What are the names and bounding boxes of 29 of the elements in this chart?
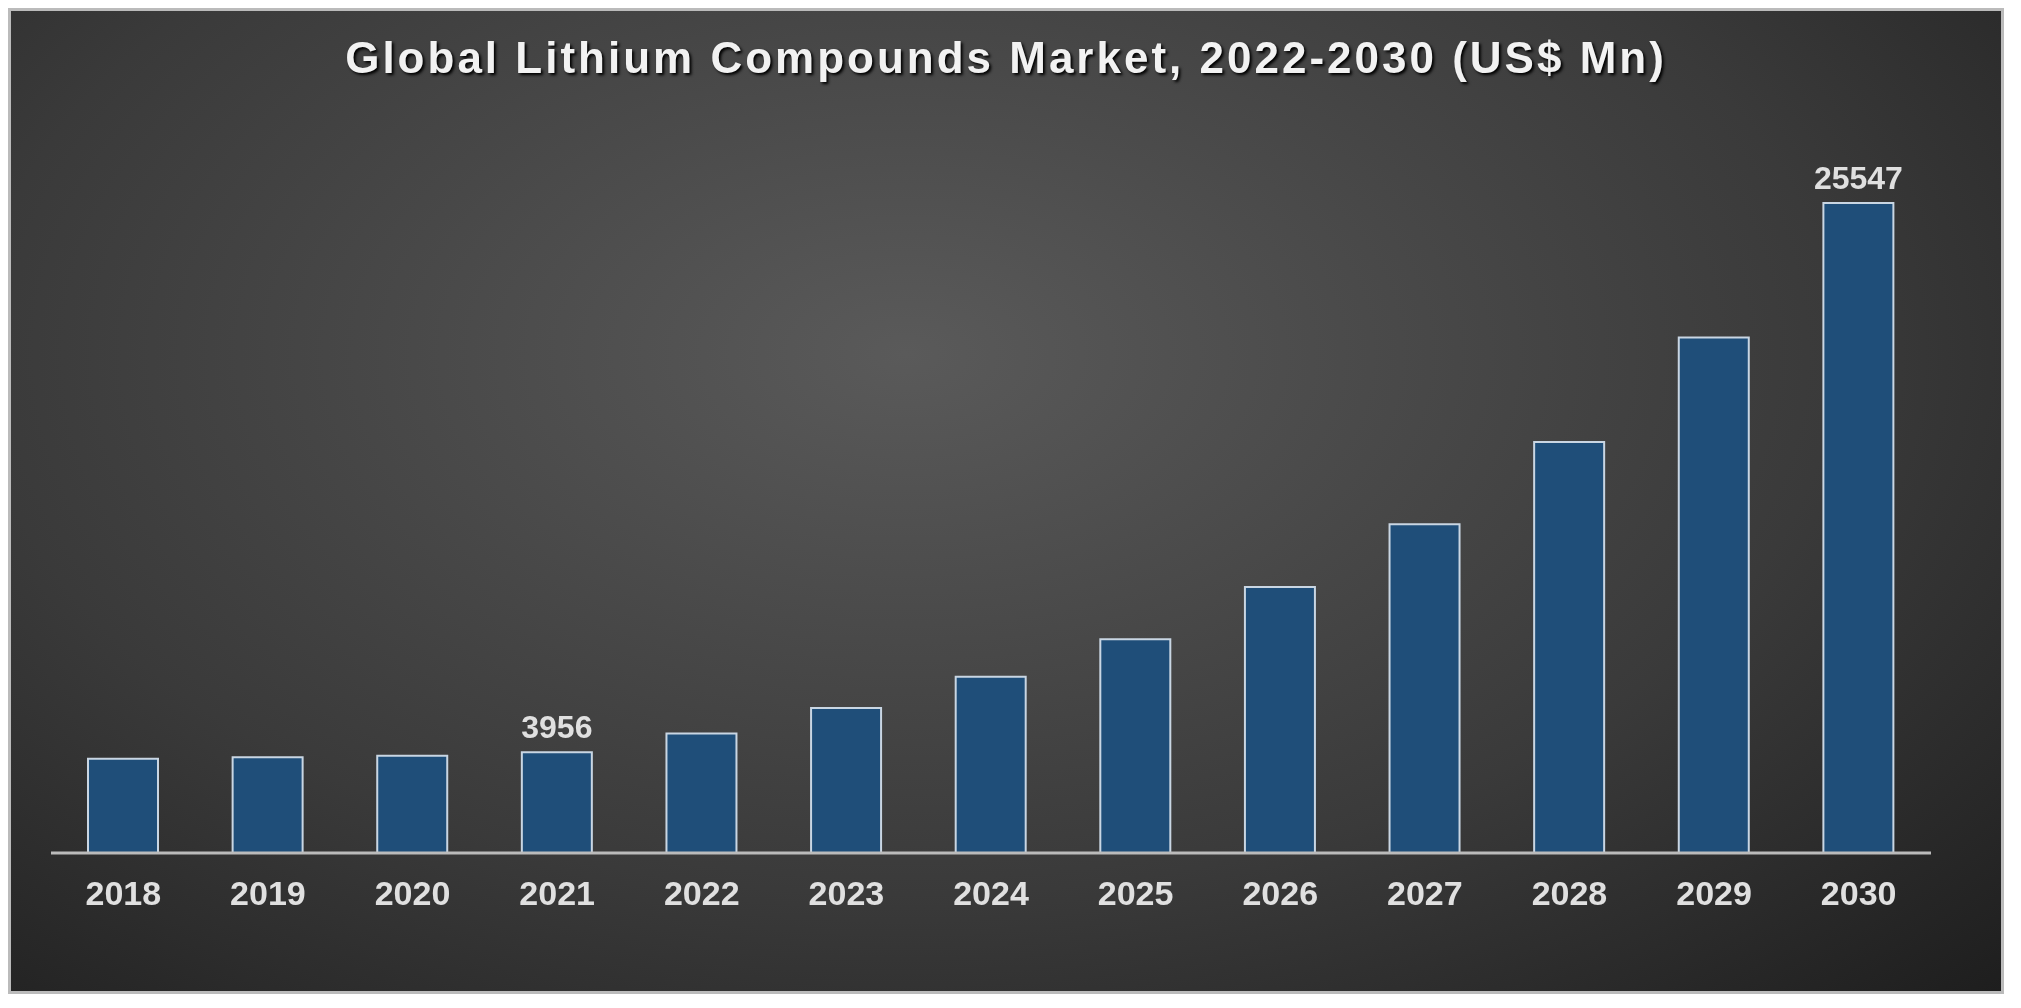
x-tick-label: 2024	[953, 874, 1029, 913]
x-tick-label: 2027	[1387, 874, 1463, 913]
bar	[1099, 638, 1172, 854]
chart-title: Global Lithium Compounds Market, 2022-2030 (US$ Mn)	[344, 32, 1668, 83]
bar	[1388, 523, 1461, 854]
bar	[1243, 586, 1316, 854]
bar	[810, 706, 883, 854]
x-tick-label: 2030	[1820, 874, 1897, 913]
x-tick-label: 2020	[374, 874, 451, 913]
bar	[1822, 202, 1895, 854]
bar	[1533, 441, 1606, 854]
x-tick-label: 2023	[808, 874, 885, 913]
x-tick-label: 2022	[663, 874, 740, 913]
bar	[87, 757, 159, 854]
bar	[231, 756, 304, 854]
x-tick-label: 2021	[519, 874, 595, 913]
bar	[1677, 336, 1750, 854]
x-tick-label: 2019	[230, 874, 306, 913]
x-tick-label: 2028	[1531, 874, 1608, 913]
bar	[665, 732, 738, 854]
x-tick-label: 2029	[1676, 874, 1752, 913]
x-tick-label: 2025	[1097, 874, 1174, 913]
bar	[520, 751, 593, 854]
data-label: 3956	[521, 709, 593, 746]
bar	[954, 675, 1027, 854]
x-tick-label: 2026	[1242, 874, 1319, 913]
bar	[376, 754, 449, 854]
x-tick-label: 2018	[85, 874, 162, 913]
data-label: 25547	[1813, 160, 1903, 196]
